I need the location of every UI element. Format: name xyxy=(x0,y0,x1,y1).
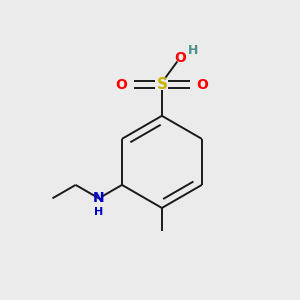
Text: H: H xyxy=(94,207,104,217)
Text: S: S xyxy=(156,77,167,92)
Text: O: O xyxy=(115,78,127,92)
Text: O: O xyxy=(174,51,186,65)
Text: O: O xyxy=(197,78,208,92)
Text: H: H xyxy=(188,44,198,57)
Text: N: N xyxy=(93,191,105,205)
